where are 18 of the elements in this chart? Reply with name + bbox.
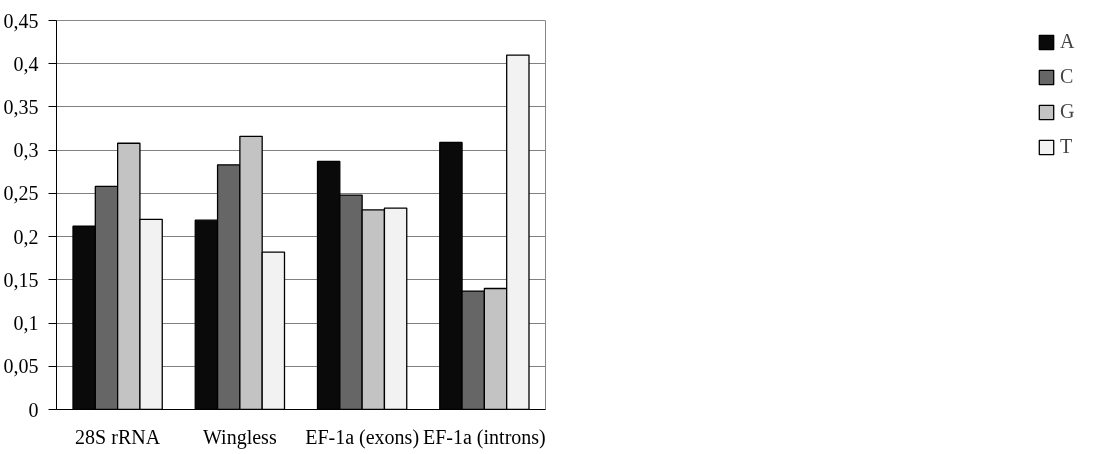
x-tick-label: 28S rRNA: [75, 425, 161, 448]
y-tick-label: 0,15: [3, 268, 39, 291]
y-tick-label: 0,05: [3, 355, 39, 378]
legend-label: A: [1060, 30, 1076, 53]
y-tick-label: 0: [28, 398, 39, 421]
x-tick-label: EF-1a (exons): [305, 425, 420, 449]
legend-label: G: [1060, 100, 1076, 123]
legend-label: T: [1060, 135, 1074, 158]
y-tick-label: 0,25: [3, 182, 39, 205]
y-tick-label: 0,35: [3, 95, 39, 118]
legend-label: C: [1060, 65, 1075, 88]
y-tick-label: 0,2: [13, 225, 39, 248]
y-tick-label: 0,1: [13, 312, 39, 335]
x-tick-label: Wingless: [203, 425, 277, 449]
x-tick-label: EF-1a (introns): [423, 425, 546, 449]
y-tick-label: 0,3: [13, 139, 39, 162]
y-tick-label: 0,45: [3, 9, 39, 32]
y-tick-label: 0,4: [13, 52, 39, 75]
